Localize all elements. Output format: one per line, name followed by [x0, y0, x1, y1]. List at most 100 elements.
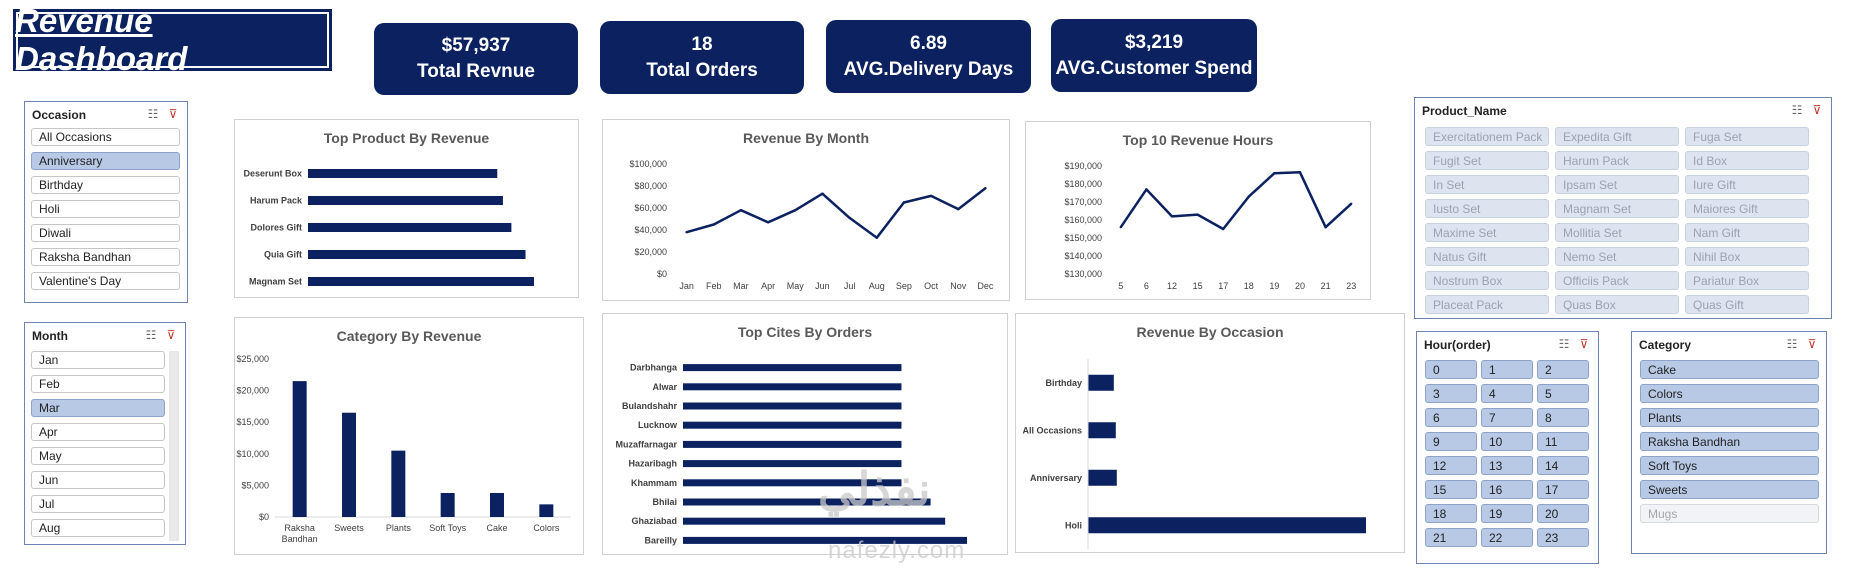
slicer-item[interactable]: Soft Toys — [1640, 456, 1819, 475]
slicer-item[interactable]: 16 — [1481, 480, 1533, 499]
bar — [308, 196, 503, 205]
slicer-item[interactable]: Exercitationem Pack — [1425, 127, 1549, 146]
slicer-item[interactable]: Raksha Bandhan — [31, 248, 180, 266]
slicer-item[interactable]: 15 — [1425, 480, 1477, 499]
slicer-item[interactable]: Fugit Set — [1425, 151, 1549, 170]
clear-filter-icon[interactable]: ⊽ — [1807, 337, 1817, 351]
multi-select-icon[interactable]: ☷ — [1786, 337, 1798, 351]
slicer-item[interactable]: 19 — [1481, 504, 1533, 523]
slicer-item[interactable]: Plants — [1640, 408, 1819, 427]
slicer-item[interactable]: 12 — [1425, 456, 1477, 475]
slicer-item[interactable]: Mollitia Set — [1555, 223, 1679, 242]
slicer-item[interactable]: 7 — [1481, 408, 1533, 427]
slicer-item[interactable]: 17 — [1537, 480, 1589, 499]
slicer-item[interactable]: 0 — [1425, 360, 1477, 379]
slicer-item[interactable]: Feb — [31, 375, 165, 393]
slicer-item[interactable]: Nihil Box — [1685, 247, 1809, 266]
multi-select-icon[interactable]: ☷ — [1791, 103, 1803, 117]
slicer-item[interactable]: 20 — [1537, 504, 1589, 523]
slicer-item[interactable]: Quas Box — [1555, 295, 1679, 314]
slicer-item[interactable]: 3 — [1425, 384, 1477, 403]
slicer-item[interactable]: 1 — [1481, 360, 1533, 379]
slicer-item[interactable]: In Set — [1425, 175, 1549, 194]
slicer-item[interactable]: Nostrum Box — [1425, 271, 1549, 290]
x-tick-label: Colors — [533, 523, 560, 533]
category-label: Dolores Gift — [250, 223, 302, 233]
slicer-item[interactable]: Holi — [31, 200, 180, 218]
slicer-item[interactable]: Quas Gift — [1685, 295, 1809, 314]
slicer-item[interactable]: 22 — [1481, 528, 1533, 547]
x-tick-label: 12 — [1167, 281, 1177, 291]
multi-select-icon[interactable]: ☷ — [145, 328, 157, 342]
scrollbar[interactable] — [169, 351, 179, 541]
slicer-item[interactable]: Sweets — [1640, 480, 1819, 499]
slicer-item[interactable]: 6 — [1425, 408, 1477, 427]
slicer-item[interactable]: Harum Pack — [1555, 151, 1679, 170]
slicer-item[interactable]: Fuga Set — [1685, 127, 1809, 146]
slicer-item[interactable]: Magnam Set — [1555, 199, 1679, 218]
category-label: Darbhanga — [630, 363, 678, 373]
slicer-item[interactable]: 11 — [1537, 432, 1589, 451]
slicer-item[interactable]: Jan — [31, 351, 165, 369]
chart-top-cities-by-orders: Top Cites By Orders Darbhanga Alwar Buland… — [602, 313, 1008, 555]
slicer-item[interactable]: 4 — [1481, 384, 1533, 403]
slicer-item[interactable]: Natus Gift — [1425, 247, 1549, 266]
slicer-item[interactable]: Diwali — [31, 224, 180, 242]
x-tick-label: Bandhan — [282, 534, 318, 544]
slicer-item[interactable]: Pariatur Box — [1685, 271, 1809, 290]
chart-title: Top 10 Revenue Hours — [1122, 132, 1274, 148]
slicer-item[interactable]: 9 — [1425, 432, 1477, 451]
kpi-value: 18 — [691, 33, 713, 55]
slicer-item[interactable]: Id Box — [1685, 151, 1809, 170]
y-tick-label: $20,000 — [236, 386, 269, 396]
slicer-item[interactable]: Colors — [1640, 384, 1819, 403]
slicer-item[interactable]: May — [31, 447, 165, 465]
product-name-slicer: Product_Name ☷ ⊽ Exercitationem Pack Expe… — [1414, 97, 1832, 319]
slicer-item[interactable]: Valentine's Day — [31, 272, 180, 290]
slicer-item[interactable]: 23 — [1537, 528, 1589, 547]
kpi-value: $3,219 — [1124, 31, 1184, 53]
slicer-item[interactable]: Maxime Set — [1425, 223, 1549, 242]
slicer-item[interactable]: 2 — [1537, 360, 1589, 379]
slicer-item[interactable]: Officiis Pack — [1555, 271, 1679, 290]
slicer-item[interactable]: Nemo Set — [1555, 247, 1679, 266]
multi-select-icon[interactable]: ☷ — [1558, 337, 1570, 351]
slicer-item[interactable]: Cake — [1640, 360, 1819, 379]
slicer-item[interactable]: 18 — [1425, 504, 1477, 523]
slicer-item[interactable]: Jun — [31, 471, 165, 489]
slicer-item[interactable]: 10 — [1481, 432, 1533, 451]
slicer-item[interactable]: 21 — [1425, 528, 1477, 547]
slicer-item[interactable]: Mugs — [1640, 504, 1819, 523]
slicer-item[interactable]: Iure Gift — [1685, 175, 1809, 194]
y-tick-label: $0 — [259, 512, 269, 522]
slicer-item[interactable]: Anniversary — [31, 152, 180, 170]
clear-filter-icon[interactable]: ⊽ — [166, 328, 176, 342]
slicer-item[interactable]: Aug — [31, 519, 165, 537]
slicer-item[interactable]: 13 — [1481, 456, 1533, 475]
clear-filter-icon[interactable]: ⊽ — [1812, 103, 1822, 117]
x-tick-label: Apr — [761, 281, 775, 291]
x-tick-label: Mar — [733, 281, 749, 291]
slicer-item[interactable]: Nam Gift — [1685, 223, 1809, 242]
slicer-item[interactable]: Birthday — [31, 176, 180, 194]
slicer-item[interactable]: 8 — [1537, 408, 1589, 427]
slicer-item[interactable]: Iusto Set — [1425, 199, 1549, 218]
slicer-item[interactable]: Apr — [31, 423, 165, 441]
slicer-item[interactable]: Raksha Bandhan — [1640, 432, 1819, 451]
clear-filter-icon[interactable]: ⊽ — [168, 107, 178, 121]
slicer-item[interactable]: Ipsam Set — [1555, 175, 1679, 194]
slicer-item[interactable]: Jul — [31, 495, 165, 513]
slicer-item[interactable]: 5 — [1537, 384, 1589, 403]
slicer-item[interactable]: 14 — [1537, 456, 1589, 475]
multi-select-icon[interactable]: ☷ — [147, 107, 159, 121]
clear-filter-icon[interactable]: ⊽ — [1579, 337, 1589, 351]
slicer-item[interactable]: Mar — [31, 399, 165, 417]
x-tick-label: 17 — [1218, 281, 1228, 291]
bar — [683, 440, 902, 448]
slicer-item[interactable]: Expedita Gift — [1555, 127, 1679, 146]
x-tick-label: Sweets — [334, 523, 364, 533]
slicer-item[interactable]: All Occasions — [31, 128, 180, 146]
y-tick-label: $60,000 — [634, 203, 667, 213]
slicer-item[interactable]: Placeat Pack — [1425, 295, 1549, 314]
slicer-item[interactable]: Maiores Gift — [1685, 199, 1809, 218]
